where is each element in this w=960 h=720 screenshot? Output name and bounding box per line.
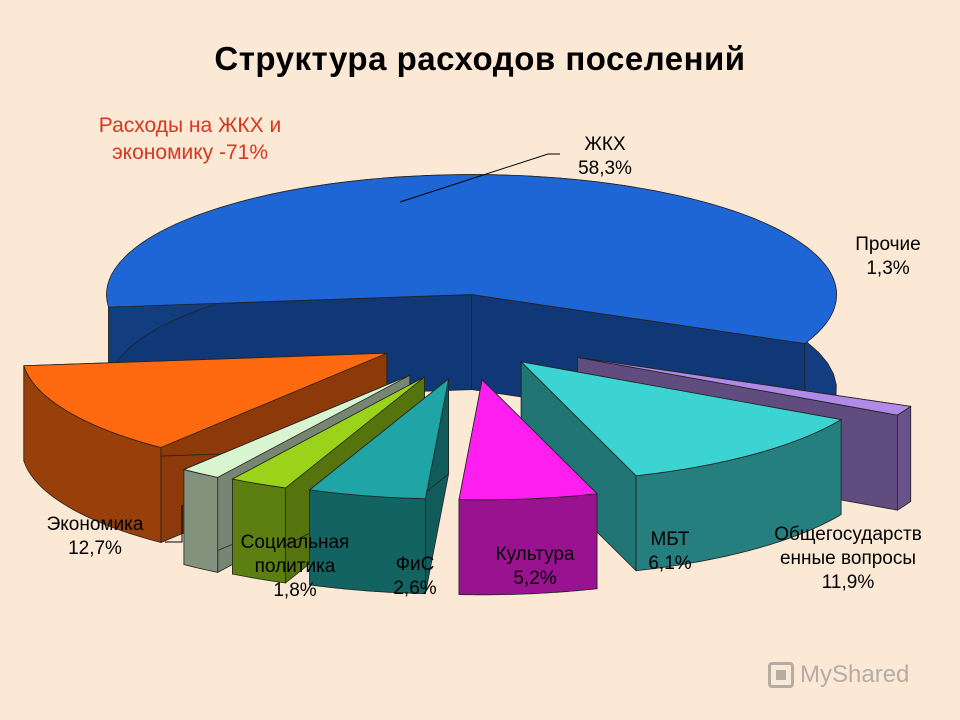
callout-line-1: Расходы на ЖКХ и: [98, 114, 282, 137]
slice-label-2: Прочие 1,3%: [855, 234, 920, 279]
watermark-text: MyShared: [800, 661, 910, 688]
slice-label-4: МБТ 6,1%: [648, 529, 691, 574]
callout-note: Расходы на ЖКХ и экономику -71%: [60, 112, 320, 166]
slice-label-8: Экономика 12,7%: [47, 514, 144, 559]
slice-label-1: ЖКХ 58,3%: [578, 134, 632, 179]
callout-line-2: экономику -71%: [111, 141, 269, 164]
presentation-icon: [768, 662, 794, 688]
slice-label-7: Социальная политика 1,8%: [241, 532, 350, 601]
leader-line-8: [165, 505, 183, 543]
watermark: MyShared: [768, 658, 909, 692]
pie-slice-3: [519, 360, 843, 572]
pie-slice-5: [308, 377, 450, 595]
chart-title: Структура расходов поселений: [214, 40, 746, 77]
slice-label-5: Культура 5,2%: [496, 544, 575, 589]
leader-line-1: [399, 153, 560, 203]
pie-slice-4: [458, 378, 598, 596]
slice-label-3: Общегосударств енные вопросы 11,9%: [774, 524, 922, 593]
slice-label-6: ФиС 2,6%: [393, 554, 436, 599]
